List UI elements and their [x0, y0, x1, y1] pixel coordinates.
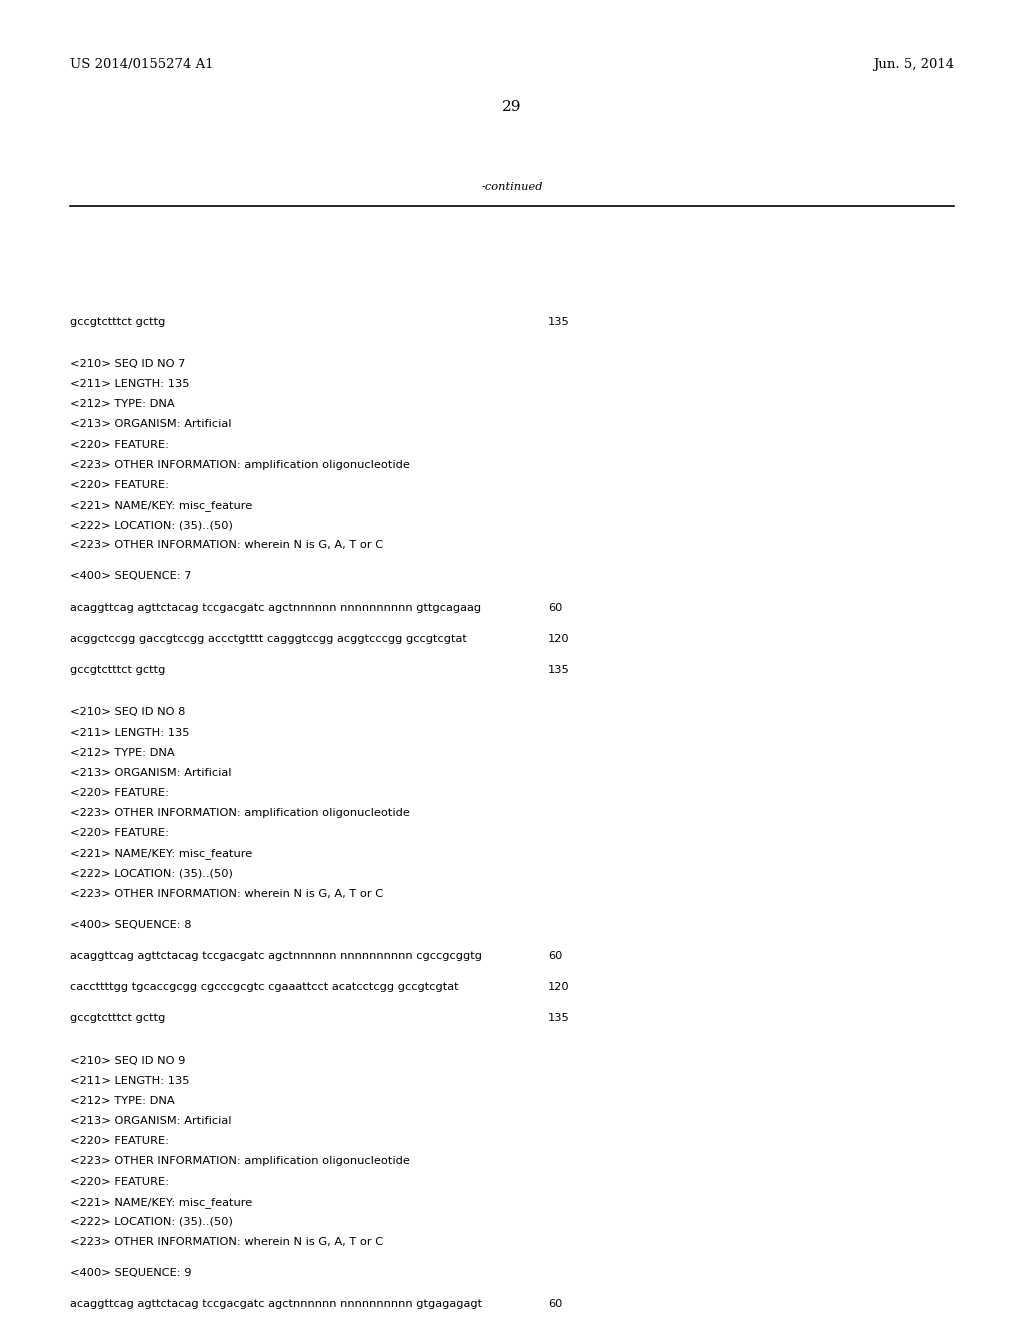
Text: <221> NAME/KEY: misc_feature: <221> NAME/KEY: misc_feature — [70, 500, 252, 511]
Text: <213> ORGANISM: Artificial: <213> ORGANISM: Artificial — [70, 768, 231, 777]
Text: 29: 29 — [502, 100, 522, 114]
Text: caccttttgg tgcaccgcgg cgcccgcgtc cgaaattcct acatcctcgg gccgtcgtat: caccttttgg tgcaccgcgg cgcccgcgtc cgaaatt… — [70, 982, 459, 993]
Text: 60: 60 — [548, 603, 562, 612]
Text: <221> NAME/KEY: misc_feature: <221> NAME/KEY: misc_feature — [70, 1197, 252, 1208]
Text: <213> ORGANISM: Artificial: <213> ORGANISM: Artificial — [70, 1117, 231, 1126]
Text: <223> OTHER INFORMATION: amplification oligonucleotide: <223> OTHER INFORMATION: amplification o… — [70, 1156, 410, 1167]
Text: <222> LOCATION: (35)..(50): <222> LOCATION: (35)..(50) — [70, 1217, 232, 1226]
Text: <211> LENGTH: 135: <211> LENGTH: 135 — [70, 379, 189, 389]
Text: 60: 60 — [548, 1299, 562, 1309]
Text: <223> OTHER INFORMATION: wherein N is G, A, T or C: <223> OTHER INFORMATION: wherein N is G,… — [70, 540, 383, 550]
Text: <400> SEQUENCE: 9: <400> SEQUENCE: 9 — [70, 1269, 191, 1278]
Text: Jun. 5, 2014: Jun. 5, 2014 — [873, 58, 954, 71]
Text: <211> LENGTH: 135: <211> LENGTH: 135 — [70, 727, 189, 738]
Text: 60: 60 — [548, 950, 562, 961]
Text: acaggttcag agttctacag tccgacgatc agctnnnnnn nnnnnnnnnn cgccgcggtg: acaggttcag agttctacag tccgacgatc agctnnn… — [70, 950, 481, 961]
Text: <210> SEQ ID NO 7: <210> SEQ ID NO 7 — [70, 359, 185, 370]
Text: <221> NAME/KEY: misc_feature: <221> NAME/KEY: misc_feature — [70, 849, 252, 859]
Text: <210> SEQ ID NO 8: <210> SEQ ID NO 8 — [70, 708, 185, 717]
Text: gccgtctttct gcttg: gccgtctttct gcttg — [70, 665, 165, 675]
Text: acaggttcag agttctacag tccgacgatc agctnnnnnn nnnnnnnnnn gttgcagaag: acaggttcag agttctacag tccgacgatc agctnnn… — [70, 603, 480, 612]
Text: <220> FEATURE:: <220> FEATURE: — [70, 788, 169, 797]
Text: <223> OTHER INFORMATION: wherein N is G, A, T or C: <223> OTHER INFORMATION: wherein N is G,… — [70, 888, 383, 899]
Text: <210> SEQ ID NO 9: <210> SEQ ID NO 9 — [70, 1056, 185, 1065]
Text: acaggttcag agttctacag tccgacgatc agctnnnnnn nnnnnnnnnn gtgagagagt: acaggttcag agttctacag tccgacgatc agctnnn… — [70, 1299, 481, 1309]
Text: gccgtctttct gcttg: gccgtctttct gcttg — [70, 317, 165, 326]
Text: <220> FEATURE:: <220> FEATURE: — [70, 440, 169, 450]
Text: gccgtctttct gcttg: gccgtctttct gcttg — [70, 1014, 165, 1023]
Text: <220> FEATURE:: <220> FEATURE: — [70, 828, 169, 838]
Text: <212> TYPE: DNA: <212> TYPE: DNA — [70, 747, 174, 758]
Text: 135: 135 — [548, 1014, 569, 1023]
Text: 120: 120 — [548, 982, 569, 993]
Text: <211> LENGTH: 135: <211> LENGTH: 135 — [70, 1076, 189, 1086]
Text: <220> FEATURE:: <220> FEATURE: — [70, 479, 169, 490]
Text: <220> FEATURE:: <220> FEATURE: — [70, 1137, 169, 1146]
Text: 135: 135 — [548, 665, 569, 675]
Text: 120: 120 — [548, 634, 569, 644]
Text: <400> SEQUENCE: 7: <400> SEQUENCE: 7 — [70, 572, 191, 581]
Text: acggctccgg gaccgtccgg accctgtttt cagggtccgg acggtcccgg gccgtcgtat: acggctccgg gaccgtccgg accctgtttt cagggtc… — [70, 634, 467, 644]
Text: -continued: -continued — [481, 182, 543, 191]
Text: <223> OTHER INFORMATION: wherein N is G, A, T or C: <223> OTHER INFORMATION: wherein N is G,… — [70, 1237, 383, 1247]
Text: <212> TYPE: DNA: <212> TYPE: DNA — [70, 1096, 174, 1106]
Text: <222> LOCATION: (35)..(50): <222> LOCATION: (35)..(50) — [70, 869, 232, 879]
Text: <223> OTHER INFORMATION: amplification oligonucleotide: <223> OTHER INFORMATION: amplification o… — [70, 808, 410, 818]
Text: <223> OTHER INFORMATION: amplification oligonucleotide: <223> OTHER INFORMATION: amplification o… — [70, 459, 410, 470]
Text: <220> FEATURE:: <220> FEATURE: — [70, 1176, 169, 1187]
Text: US 2014/0155274 A1: US 2014/0155274 A1 — [70, 58, 213, 71]
Text: <212> TYPE: DNA: <212> TYPE: DNA — [70, 399, 174, 409]
Text: <213> ORGANISM: Artificial: <213> ORGANISM: Artificial — [70, 420, 231, 429]
Text: 135: 135 — [548, 317, 569, 326]
Text: <400> SEQUENCE: 8: <400> SEQUENCE: 8 — [70, 920, 191, 929]
Text: <222> LOCATION: (35)..(50): <222> LOCATION: (35)..(50) — [70, 520, 232, 531]
